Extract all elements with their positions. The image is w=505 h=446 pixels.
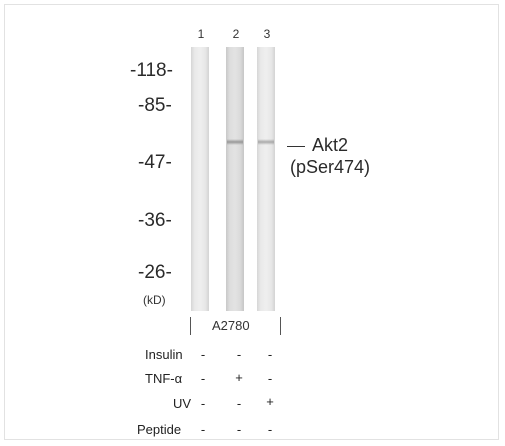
mw-marker-26: -26-: [138, 262, 172, 283]
sign-insulin-lane-3: -: [267, 347, 273, 362]
protein-name: Akt2: [312, 135, 349, 155]
akt2-band: [227, 139, 243, 145]
sign-peptide-lane-3: -: [267, 422, 273, 437]
condition-label-peptide: Peptide: [137, 422, 182, 437]
sign-peptide-lane-2: -: [236, 422, 242, 437]
sign-insulin-lane-2: -: [236, 347, 242, 362]
sign-uv-lane-2: -: [236, 396, 242, 411]
sign-uv-lane-1: -: [200, 396, 206, 411]
condition-label-insulin: Insulin: [145, 347, 183, 362]
cell-line-left-tick: [190, 317, 191, 335]
sign-tnf-lane-1: -: [200, 371, 206, 386]
sign-peptide-lane-1: -: [200, 422, 206, 437]
sign-tnf-lane-2: +: [235, 370, 243, 385]
condition-label-tnf: TNF-α: [145, 371, 183, 386]
blot-lane-1: [191, 47, 209, 311]
mw-marker-118: -118-: [130, 60, 173, 81]
lane-number-3: 3: [263, 27, 271, 41]
mw-marker-47: -47-: [138, 152, 172, 173]
mw-unit-label: (kD): [143, 293, 166, 307]
blot-lane-2: [226, 47, 244, 311]
sign-tnf-lane-3: -: [267, 371, 273, 386]
protein-pointer-line: [287, 146, 305, 147]
blot-lane-3: [257, 47, 275, 311]
protein-modification: (pSer474): [290, 157, 371, 177]
lane-number-2: 2: [232, 27, 240, 41]
condition-label-uv: UV: [173, 396, 192, 411]
sign-insulin-lane-1: -: [200, 347, 206, 362]
cell-line-label: A2780: [212, 318, 250, 333]
cell-line-right-tick: [280, 317, 281, 335]
mw-marker-85: -85-: [138, 95, 172, 116]
sign-uv-lane-3: +: [266, 394, 274, 409]
akt2-band: [258, 139, 274, 145]
mw-marker-36: -36-: [138, 210, 172, 231]
lane-number-1: 1: [197, 27, 205, 41]
figure-frame: [4, 4, 499, 440]
